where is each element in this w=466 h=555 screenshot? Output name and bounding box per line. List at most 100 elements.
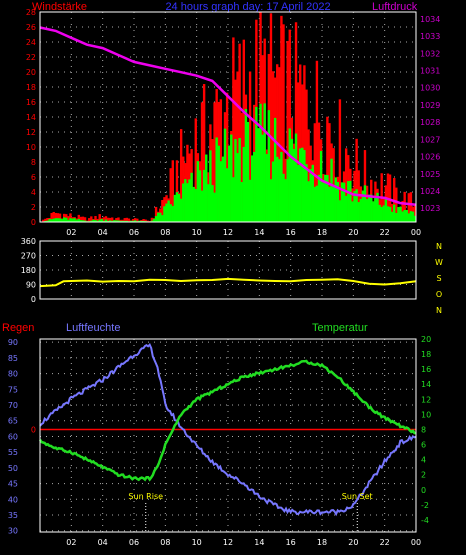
x-tick-label: 00 <box>411 538 421 547</box>
wind-avg-bar <box>359 198 362 222</box>
wind-avg-bar <box>221 156 225 222</box>
wind-avg-bar <box>167 200 170 222</box>
wind-avg-bar <box>161 215 164 222</box>
humidity-tick-label: 60 <box>8 432 18 441</box>
wind-gust-bar <box>131 219 135 222</box>
wind-avg-bar <box>322 182 325 222</box>
wind-gust-bar <box>81 216 85 222</box>
wind-gust-bar <box>161 200 164 222</box>
wind-gust-bar <box>388 174 392 222</box>
wind-avg-bar <box>200 190 204 222</box>
x-tick-label: 02 <box>66 538 76 547</box>
temperature-tick-label: 18 <box>421 350 431 359</box>
wind-avg-bar <box>213 192 216 222</box>
compass-label: N <box>436 242 442 251</box>
wind-gust-bar <box>77 214 80 222</box>
wind-tick-label: 8 <box>31 158 36 167</box>
wind-average-bars <box>42 103 417 222</box>
wind-avg-bar <box>355 189 358 222</box>
wind-gust-bar <box>326 116 329 222</box>
pressure-tick-label: 1031 <box>420 67 440 76</box>
wind-avg-bar <box>273 117 277 222</box>
temperature-tick-label: 0 <box>421 486 426 495</box>
wind-avg-bar <box>67 219 70 222</box>
x-tick-label: 08 <box>160 538 170 547</box>
pressure-tick-label: 1029 <box>420 101 440 110</box>
wind-avg-bar <box>98 219 101 222</box>
temperature-tick-label: 10 <box>421 410 431 419</box>
wind-avg-bar <box>196 161 200 222</box>
direction-y-ticks: 360 270 180 90 0 <box>21 237 36 304</box>
temperature-tick-label: -2 <box>421 501 429 510</box>
wind-gust-bar <box>238 43 241 223</box>
wind-avg-bar <box>60 219 64 222</box>
wind-avg-bar <box>292 149 296 222</box>
wind-avg-bar <box>240 182 243 222</box>
wind-avg-bar <box>290 138 294 222</box>
humidity-frame <box>39 338 417 533</box>
wind-gust-bar <box>355 138 358 222</box>
wind-avg-bar <box>317 174 321 222</box>
wind-gust-bar <box>115 218 118 222</box>
wind-avg-bar <box>294 133 298 222</box>
wind-gust-bar <box>69 213 72 222</box>
wind-avg-bar <box>119 220 122 222</box>
wind-x-ticks: 02 04 06 08 10 12 14 16 18 20 22 00 <box>66 228 421 237</box>
wind-avg-bar <box>319 150 323 222</box>
wind-avg-bar <box>75 219 78 222</box>
wind-avg-bar <box>111 220 114 222</box>
wind-avg-bar <box>150 220 154 222</box>
wind-avg-bar <box>58 218 62 222</box>
wind-avg-bar <box>380 206 383 222</box>
wind-avg-bar <box>267 110 271 222</box>
wind-tick-label: 6 <box>31 173 36 182</box>
wind-gust-bar <box>315 60 319 222</box>
pressure-tick-label: 1025 <box>420 170 440 179</box>
wind-tick-label: 28 <box>26 8 36 17</box>
wind-gust-bar <box>305 89 308 222</box>
pressure-tick-label: 1034 <box>420 15 440 24</box>
wind-avg-bar <box>315 185 319 222</box>
wind-avg-bar <box>50 219 53 222</box>
wind-avg-bar <box>182 183 185 222</box>
wind-avg-bar <box>276 156 279 222</box>
wind-avg-bar <box>205 154 208 222</box>
wind-avg-bar <box>330 158 333 222</box>
direction-line <box>39 277 417 288</box>
wind-avg-bar <box>407 213 411 222</box>
wind-avg-bar <box>357 202 360 222</box>
humidity-y-ticks: 90 85 80 75 70 65 60 55 50 45 40 35 30 <box>8 338 18 536</box>
wind-gust-bar <box>171 160 174 222</box>
pressure-title: Luftdruck <box>372 1 418 13</box>
humidity-tick-label: 35 <box>8 511 18 520</box>
x-tick-label: 00 <box>411 228 421 237</box>
direction-frame <box>39 240 417 300</box>
wind-gust-bar <box>88 218 91 222</box>
wind-gust-bar <box>98 214 101 222</box>
wind-avg-bar <box>69 218 72 222</box>
wind-avg-bar <box>121 220 124 222</box>
temperature-title: Temperatur <box>312 322 368 334</box>
wind-avg-bar <box>269 179 273 222</box>
wind-avg-bar <box>142 220 145 222</box>
wind-avg-bar <box>192 186 195 222</box>
wind-avg-bar <box>234 139 237 222</box>
wind-avg-bar <box>403 209 406 222</box>
humidity-tick-label: 90 <box>8 338 18 347</box>
wind-avg-bar <box>207 184 210 222</box>
temperature-tick-label: 6 <box>421 441 426 450</box>
direction-grid <box>40 241 417 299</box>
wind-gust-bar <box>248 71 252 222</box>
wind-avg-bar <box>259 103 262 222</box>
wind-gust-bar <box>232 37 235 222</box>
wind-tick-label: 18 <box>26 83 36 92</box>
wind-avg-bar <box>179 198 183 222</box>
wind-tick-label: 26 <box>26 23 36 32</box>
wind-gust-bar <box>271 71 275 223</box>
wind-gust-bar <box>313 123 317 222</box>
wind-avg-bar <box>62 217 66 222</box>
wind-avg-bar <box>56 218 60 222</box>
wind-gust-bar <box>175 160 179 222</box>
